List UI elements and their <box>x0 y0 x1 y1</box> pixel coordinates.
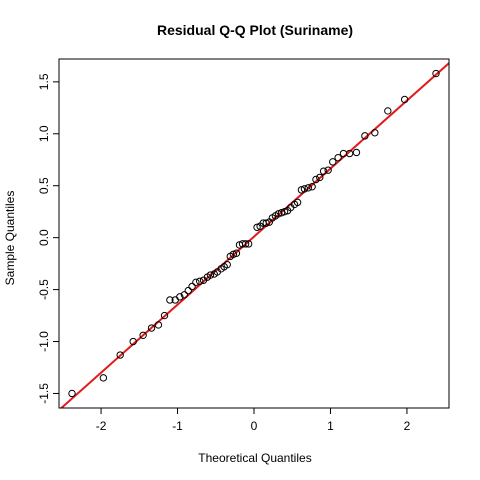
data-point <box>324 166 332 174</box>
data-point <box>352 148 361 157</box>
data-point <box>129 337 137 346</box>
data-point <box>244 240 253 248</box>
data-point <box>293 198 302 207</box>
y-tick-label: -0.5 <box>37 279 51 300</box>
data-point <box>334 153 342 162</box>
data-point <box>232 249 241 257</box>
data-point <box>300 185 309 193</box>
data-point <box>160 311 169 320</box>
y-tick-label: 1.5 <box>37 73 51 90</box>
data-point <box>329 158 337 166</box>
data-point <box>304 184 312 192</box>
data-points <box>68 69 440 398</box>
data-point <box>99 374 108 382</box>
data-point <box>147 324 156 332</box>
plot-frame <box>58 58 450 409</box>
data-point <box>400 95 409 104</box>
x-tick-label: 1 <box>327 419 334 433</box>
y-tick-label: 1.0 <box>37 125 51 142</box>
data-point <box>241 240 250 248</box>
x-tick-label: -2 <box>96 419 107 433</box>
data-point <box>206 271 215 279</box>
y-tick-label: -1.0 <box>37 331 51 352</box>
data-point <box>432 69 440 78</box>
data-point <box>371 129 379 137</box>
data-point <box>68 389 76 398</box>
reference-line <box>59 62 449 408</box>
data-point <box>297 186 306 194</box>
y-axis: -1.5 -1.0 -0.5 0.0 0.5 1.0 1.5 <box>37 73 59 404</box>
y-axis-label: Sample Quantiles <box>3 191 17 286</box>
data-point <box>308 183 316 191</box>
x-tick-label: -1 <box>172 419 183 433</box>
x-axis: -2 -1 0 1 2 <box>96 408 411 433</box>
data-point <box>176 293 184 301</box>
x-axis-label: Theoretical Quantiles <box>198 451 311 465</box>
data-point <box>180 291 189 299</box>
data-point <box>319 167 328 175</box>
data-point <box>184 286 192 295</box>
data-point <box>166 296 174 304</box>
data-point <box>312 175 320 184</box>
data-point <box>345 149 354 158</box>
data-point <box>229 250 238 258</box>
data-point <box>361 132 369 140</box>
y-tick-label: 0.0 <box>37 229 51 246</box>
x-tick-label: 0 <box>251 419 258 433</box>
chart-title: Residual Q-Q Plot (Suriname) <box>157 22 353 38</box>
data-point <box>223 260 231 269</box>
data-point <box>192 278 200 287</box>
data-point <box>154 321 163 329</box>
data-point <box>262 219 270 227</box>
y-tick-label: 0.5 <box>37 177 51 194</box>
data-point <box>316 173 324 182</box>
data-point <box>280 207 289 216</box>
y-tick-label: -1.5 <box>37 383 51 404</box>
reference-line-group <box>59 62 449 408</box>
data-point <box>196 277 204 285</box>
data-point <box>188 282 196 291</box>
data-point <box>139 331 147 339</box>
data-point <box>116 351 124 359</box>
x-tick-label: 2 <box>404 419 411 433</box>
data-point <box>384 107 392 115</box>
data-point <box>253 223 261 231</box>
